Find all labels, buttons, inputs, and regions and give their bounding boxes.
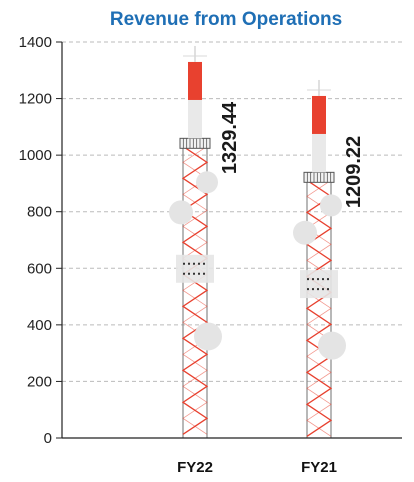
category-label: FY22 — [177, 459, 213, 476]
tower-top-block — [312, 95, 326, 134]
y-tick-label: 1200 — [19, 91, 52, 108]
y-tick-label: 1000 — [19, 147, 52, 164]
tower-dish — [320, 194, 342, 217]
tower-mast — [188, 99, 202, 139]
bars-group: 1329.44 1209.22 — [169, 45, 365, 438]
tower-bracing — [305, 179, 333, 437]
tower-top-block — [188, 61, 202, 100]
y-tick-label: 1400 — [19, 34, 52, 51]
tower-mast — [312, 133, 326, 173]
tower-platform — [179, 137, 211, 149]
tower-panel — [300, 270, 338, 299]
y-tick-label: 800 — [27, 204, 52, 221]
value-label: 1329.44 — [219, 101, 241, 174]
tower-bracing — [181, 145, 209, 435]
tower-dish — [318, 331, 346, 360]
x-axis: FY22 FY21 — [62, 437, 402, 476]
tower-bar: 1209.22 — [293, 79, 365, 438]
grid-lines — [62, 41, 402, 382]
y-tick-label: 400 — [27, 317, 52, 334]
y-tick-label: 600 — [27, 260, 52, 277]
tower-bar: 1329.44 — [169, 45, 241, 438]
y-tick-label: 200 — [27, 373, 52, 390]
tower-panel — [176, 254, 214, 283]
y-tick-label: 0 — [44, 430, 52, 447]
tower-dish — [293, 220, 317, 245]
tower-dish — [169, 200, 193, 225]
tower-bracing — [306, 180, 332, 437]
y-axis: 0 200 400 600 800 1000 1200 1400 — [19, 34, 63, 447]
tower-dish — [196, 171, 218, 194]
tower-dish — [194, 322, 222, 351]
chart-title: Revenue from Operations — [110, 9, 342, 30]
tower-bracing — [182, 145, 208, 435]
tower-platform — [303, 171, 335, 183]
value-label: 1209.22 — [343, 136, 365, 208]
category-label: FY21 — [301, 459, 337, 476]
